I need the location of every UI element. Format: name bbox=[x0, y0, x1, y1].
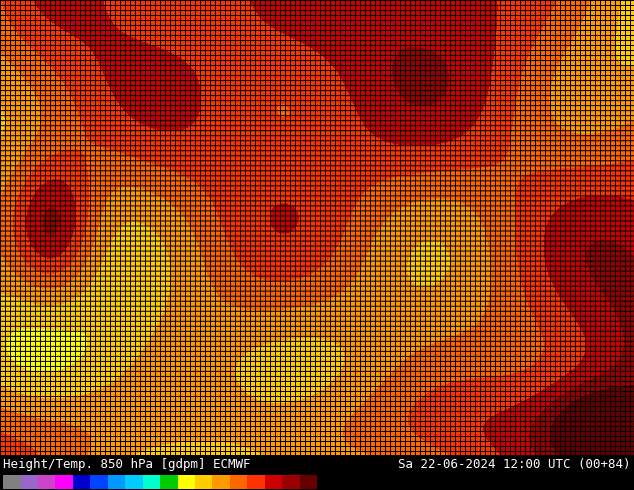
Bar bbox=[212, 475, 230, 489]
Bar bbox=[73, 475, 90, 489]
Bar bbox=[160, 475, 178, 489]
Text: Sa 22-06-2024 12:00 UTC (00+84): Sa 22-06-2024 12:00 UTC (00+84) bbox=[398, 458, 631, 470]
Bar bbox=[282, 475, 299, 489]
Bar bbox=[247, 475, 265, 489]
Bar bbox=[126, 475, 143, 489]
Bar bbox=[91, 475, 108, 489]
Bar bbox=[143, 475, 160, 489]
Bar bbox=[299, 475, 317, 489]
Bar bbox=[56, 475, 73, 489]
Bar bbox=[230, 475, 247, 489]
Bar bbox=[195, 475, 212, 489]
Bar bbox=[3, 475, 20, 489]
Bar bbox=[265, 475, 282, 489]
Bar bbox=[108, 475, 126, 489]
Bar bbox=[38, 475, 56, 489]
Bar bbox=[20, 475, 38, 489]
Bar bbox=[178, 475, 195, 489]
Text: Height/Temp. 850 hPa [gdpm] ECMWF: Height/Temp. 850 hPa [gdpm] ECMWF bbox=[3, 458, 250, 470]
